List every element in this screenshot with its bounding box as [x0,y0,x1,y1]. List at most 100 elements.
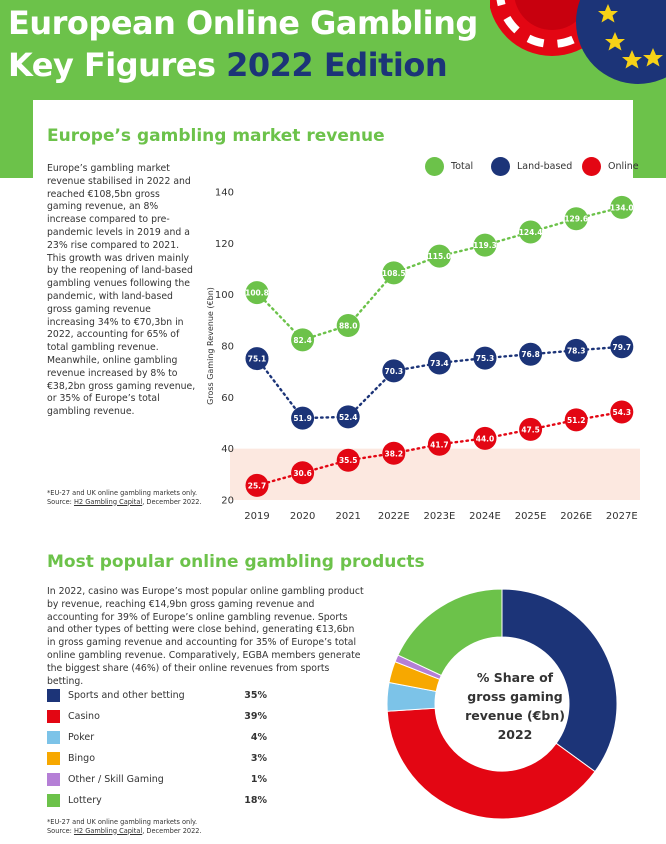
product-share-lottery: 18% [244,794,267,806]
products-legend-row: Sports and other betting 35% [47,688,267,702]
data-label: 129.6 [564,215,588,224]
data-label: 108.5 [382,269,406,278]
products-legend: Sports and other betting 35% Casino 39% … [47,688,267,808]
title-key-figures: Key Figures [8,46,216,84]
y-tick-label: 80 [221,342,234,353]
market-source-line: Source: H2 Gambling Capital, December 20… [47,498,202,507]
legend-label-online: Online [608,161,639,172]
data-label: 88.0 [339,321,358,330]
data-point [291,461,315,485]
product-name-bingo: Bingo [68,752,96,764]
data-label: 25.7 [248,481,267,490]
side-band-right [633,100,666,178]
data-label: 79.7 [613,343,632,352]
products-note-text: *EU-27 and UK online gambling markets on… [47,818,198,826]
data-point [519,417,543,441]
data-point [564,207,588,231]
donut-center-line4: 2022 [497,727,533,742]
data-point [427,432,451,456]
data-label: 51.2 [567,416,586,425]
products-donut-chart [386,588,618,820]
data-label: 70.3 [385,367,404,376]
donut-slice-lottery [397,588,503,677]
products-source-note: *EU-27 and UK online gambling markets on… [47,818,202,835]
data-label: 82.4 [293,336,312,345]
legend-label-total: Total [451,161,474,172]
legend-item-total: Total [425,157,473,176]
data-label: 115.0 [428,252,452,261]
product-share-other-skill-gaming: 1% [250,773,267,785]
market-source-prefix: Source: [47,497,74,506]
data-label: 134.0 [610,203,634,212]
header-banner: European Online Gambling Key Figures 202… [0,0,666,100]
y-tick-label: 40 [221,444,234,455]
data-point [564,338,588,362]
x-tick-label: 2020 [290,511,315,522]
chart-legend: Total Land-based Online [425,157,645,179]
data-label: 30.6 [293,469,312,478]
swatch-poker [47,730,60,744]
data-point [473,426,497,450]
data-label: 124.4 [519,228,543,237]
products-paragraph: In 2022, casino was Europe’s most popula… [47,586,364,687]
product-name-sports-betting: Sports and other betting [68,689,185,701]
data-point [473,233,497,257]
y-tick-label: 140 [215,188,234,199]
data-point [245,473,269,497]
data-point [519,220,543,244]
y-tick-label: 60 [221,393,234,404]
products-legend-row: Poker 4% [47,730,267,744]
data-point [336,313,360,337]
data-label: 119.3 [473,241,497,250]
data-point [382,359,406,383]
data-label: 44.0 [476,434,495,443]
data-label: 75.1 [248,355,267,364]
x-tick-label: 2022E [378,511,410,522]
data-point [610,335,634,359]
products-source-prefix: Source: [47,826,74,835]
market-revenue-source-note: *EU-27 and UK online gambling markets on… [47,489,202,506]
products-legend-row: Other / Skill Gaming 1% [47,772,267,786]
donut-slice-casino [386,707,596,820]
chip-flag-decoration [490,0,666,84]
donut-center-line1: % Share of [476,670,554,685]
legend-dot-online [582,157,601,176]
donut-center-label: % Share of gross gaming revenue (€bn) 20… [445,668,585,744]
x-tick-label: 2027E [606,511,638,522]
market-source-link[interactable]: H2 Gambling Capital [73,497,143,506]
legend-item-land-based: Land-based [491,157,572,176]
data-point [427,244,451,268]
revenue-line-chart: 20 40 60 80 100 120 140 2019 2020 2021 2022E 2023E 2… [206,188,640,522]
product-share-poker: 4% [250,731,267,743]
products-source-link[interactable]: H2 Gambling Capital [73,826,143,835]
data-point [473,346,497,370]
product-name-other-skill-gaming: Other / Skill Gaming [68,773,164,785]
data-point [245,347,269,371]
x-tick-label: 2023E [424,511,456,522]
x-tick-label: 2019 [244,511,269,522]
legend-dot-total [425,157,444,176]
data-point [427,351,451,375]
data-point [382,261,406,285]
swatch-casino [47,709,60,723]
products-source-suffix: , December 2022. [142,826,202,835]
data-label: 76.8 [521,350,540,359]
side-band-left [0,100,33,178]
donut-slice-sports-and-other-betting [501,588,618,773]
data-label: 51.9 [293,414,312,423]
data-label: 100.8 [245,289,269,298]
y-tick-label: 120 [215,239,234,250]
legend-item-online: Online [582,157,639,176]
donut-center-line2: gross gaming [467,689,563,704]
section-heading-market-revenue: Europe’s gambling market revenue [47,126,385,146]
data-label: 75.3 [476,354,495,363]
x-tick-label: 2026E [560,511,592,522]
donut-center-line3: revenue (€bn) [465,708,565,723]
legend-label-land-based: Land-based [517,161,573,172]
swatch-other-skill-gaming [47,772,60,786]
x-tick-label: 2025E [515,511,547,522]
eu-flag-icon [576,0,666,84]
y-tick-label: 20 [221,496,234,507]
x-tick-label: 2021 [335,511,360,522]
market-source-suffix: , December 2022. [142,497,202,506]
